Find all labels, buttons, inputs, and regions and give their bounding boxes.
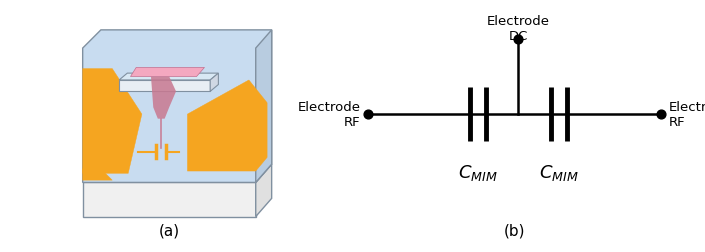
Point [656, 113, 667, 117]
Text: Electrode
DC: Electrode DC [487, 15, 550, 43]
Polygon shape [119, 81, 210, 92]
Polygon shape [119, 74, 219, 81]
Polygon shape [130, 68, 204, 77]
Polygon shape [82, 31, 271, 183]
Point [362, 113, 374, 117]
Polygon shape [256, 31, 271, 183]
Polygon shape [256, 165, 271, 217]
Text: $C_{MIM}$: $C_{MIM}$ [458, 162, 498, 182]
Text: Electrode
RF: Electrode RF [668, 101, 705, 129]
Text: $C_{MIM}$: $C_{MIM}$ [539, 162, 579, 182]
Polygon shape [188, 81, 267, 171]
Polygon shape [82, 169, 112, 180]
Text: Electrode
RF: Electrode RF [298, 101, 361, 129]
Text: (b): (b) [504, 222, 525, 237]
Point [513, 38, 524, 42]
Polygon shape [82, 69, 142, 174]
Polygon shape [151, 77, 176, 119]
Polygon shape [82, 183, 256, 217]
Polygon shape [210, 74, 219, 92]
Text: (a): (a) [159, 222, 180, 237]
